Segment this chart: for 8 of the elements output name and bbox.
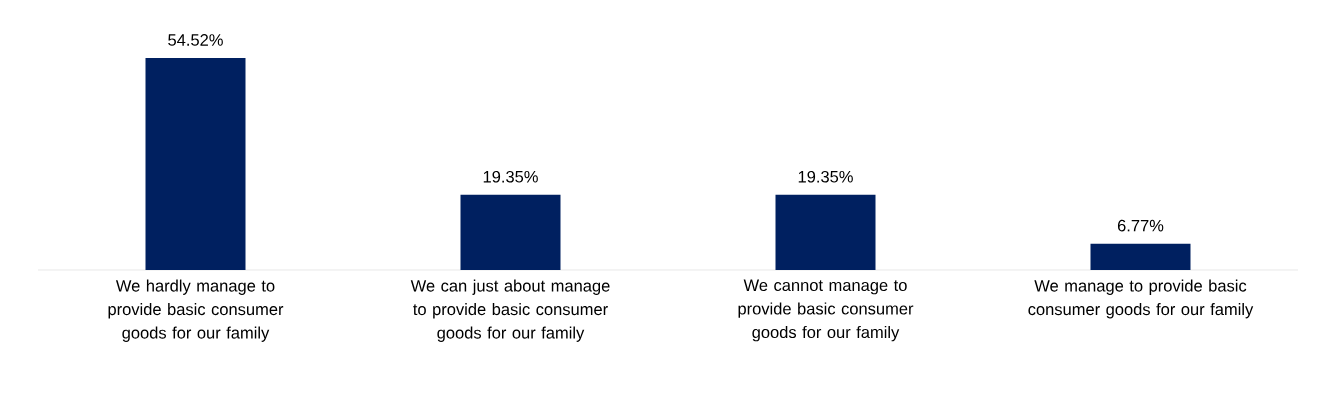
x-tick-label: We hardly manage to provide basic consumer goods for our family (108, 279, 284, 342)
x-tick-label: We cannot manage to provide basic consumer goods for our family (738, 279, 914, 342)
data-label: 19.35% (798, 170, 853, 183)
x-tick-label: We can just about manage to provide basic consumer goods for our family (410, 279, 610, 342)
x-tick-label: We manage to provide basic consumer goods for our family (1028, 279, 1254, 319)
data-label: 19.35% (483, 170, 538, 183)
data-label: 6.77% (1117, 219, 1164, 232)
data-label: 54.52% (168, 34, 223, 46)
